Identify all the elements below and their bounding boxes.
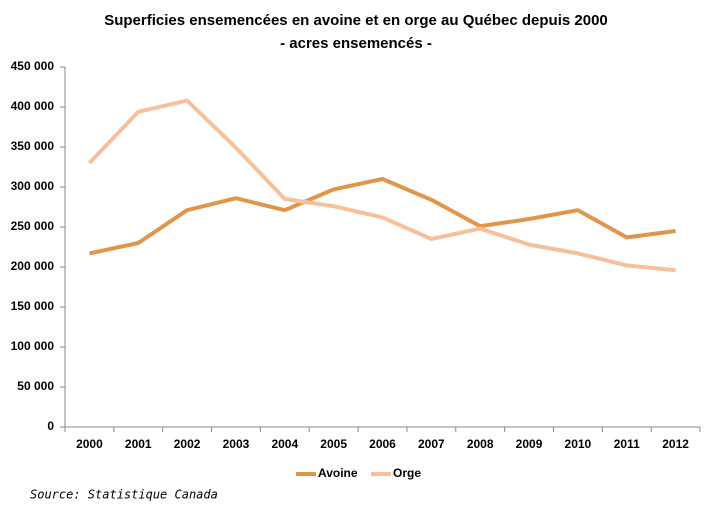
x-tick-label: 2012 bbox=[662, 437, 689, 451]
y-tick-label: 400 000 bbox=[11, 99, 55, 113]
y-tick-label: 50 000 bbox=[17, 379, 54, 393]
series-line bbox=[89, 177, 676, 256]
y-tick-label: 300 000 bbox=[11, 179, 55, 193]
y-tick-label: 450 000 bbox=[11, 59, 55, 73]
legend-label: Orge bbox=[393, 466, 421, 480]
y-tick-label: 200 000 bbox=[11, 259, 55, 273]
x-tick-label: 2009 bbox=[516, 437, 543, 451]
y-tick-label: 150 000 bbox=[11, 299, 55, 313]
legend-label: Avoine bbox=[318, 466, 358, 480]
x-tick-label: 2001 bbox=[125, 437, 152, 451]
x-tick-label: 2002 bbox=[174, 437, 201, 451]
x-tick-label: 2006 bbox=[369, 437, 396, 451]
x-tick-label: 2010 bbox=[565, 437, 592, 451]
chart-subtitle: - acres ensemencés - bbox=[280, 35, 432, 52]
x-tick-label: 2007 bbox=[418, 437, 445, 451]
x-tick-label: 2000 bbox=[76, 437, 103, 451]
x-tick-label: 2011 bbox=[614, 437, 640, 451]
y-tick-label: 0 bbox=[47, 419, 54, 433]
y-tick-label: 350 000 bbox=[11, 139, 55, 153]
x-tick-label: 2004 bbox=[271, 437, 298, 451]
x-tick-label: 2008 bbox=[467, 437, 494, 451]
series-line bbox=[87, 98, 676, 273]
source-note: Source: Statistique Canada bbox=[30, 488, 218, 502]
chart-title: Superficies ensemencées en avoine et en … bbox=[104, 12, 608, 29]
y-tick-label: 100 000 bbox=[11, 339, 55, 353]
y-tick-label: 250 000 bbox=[11, 219, 55, 233]
x-tick-label: 2003 bbox=[223, 437, 250, 451]
x-tick-label: 2005 bbox=[320, 437, 347, 451]
